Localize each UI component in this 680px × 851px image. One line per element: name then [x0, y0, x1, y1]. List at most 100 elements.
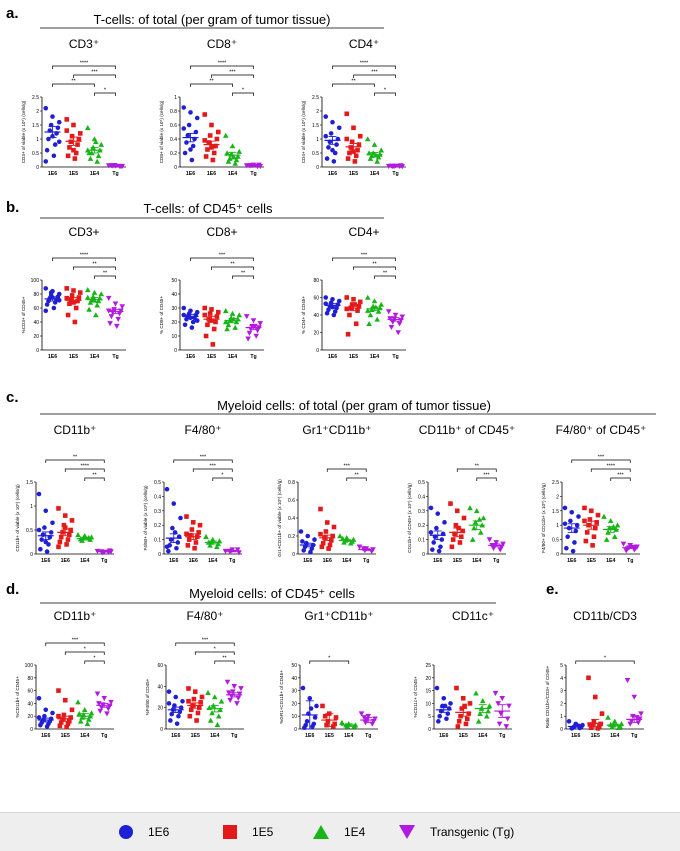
- series-1E6: [36, 491, 55, 554]
- data-point: [301, 548, 307, 553]
- data-point: [174, 545, 179, 551]
- y-tick-label: 0: [36, 165, 39, 171]
- data-point: [358, 711, 365, 717]
- data-point: [226, 548, 233, 554]
- data-point: [385, 309, 392, 315]
- significance-stars: *: [93, 656, 96, 662]
- data-point: [209, 307, 214, 312]
- data-point: [38, 722, 43, 728]
- data-point: [224, 326, 230, 332]
- data-point: [56, 119, 62, 125]
- data-point: [202, 305, 208, 311]
- x-tick-label: 1E6: [61, 558, 70, 564]
- x-tick-label: 1E4: [370, 171, 379, 177]
- data-point: [378, 301, 385, 307]
- significance-bracket: [94, 275, 116, 279]
- y-tick-label: 0.5: [418, 480, 425, 486]
- data-point: [176, 534, 182, 540]
- significance-bracket: [194, 651, 235, 655]
- data-point: [478, 705, 485, 711]
- y-tick-label: 0.5: [312, 151, 319, 157]
- significance-stars: ***: [598, 455, 605, 461]
- x-tick-label: Tg: [112, 171, 118, 177]
- series-Tg: [222, 547, 242, 556]
- significance-stars: **: [475, 464, 480, 470]
- data-point: [166, 548, 171, 554]
- data-point: [69, 518, 75, 523]
- data-point: [173, 694, 179, 700]
- data-point: [116, 163, 123, 169]
- data-point: [497, 547, 504, 553]
- y-tick-label: 2: [36, 109, 39, 115]
- significance-bracket: [94, 92, 116, 96]
- y-tick-label: 20: [27, 714, 33, 720]
- y-tick-label: 40: [157, 684, 163, 690]
- legend-label-1e4: 1E4: [344, 825, 366, 839]
- data-point: [79, 714, 85, 720]
- chart-a-cd3: CD3⁺ 0 0.5 1 1.5 2 2.5 CD3+ of viable (x 10⁵) (…: [21, 37, 126, 177]
- chart-c-cd11b: CD11b⁺ 0 0.5 1 1.5 CD11b+ of viable (x 10⁵) (…: [15, 423, 114, 564]
- y-tick-label: 2: [560, 701, 563, 707]
- y-tick-label: 1: [316, 137, 319, 143]
- significance-bracket: [575, 660, 635, 664]
- y-tick-label: 0: [428, 727, 431, 733]
- data-point: [457, 540, 463, 545]
- significance-stars: *: [214, 647, 217, 653]
- significance-bracket: [309, 660, 350, 664]
- data-point: [190, 703, 195, 708]
- data-point: [612, 533, 618, 540]
- significance-bracket: [52, 257, 116, 261]
- significance-bracket: [173, 459, 233, 463]
- y-tick-label: 0.5: [26, 528, 33, 534]
- x-tick-label: 1E4: [228, 171, 237, 177]
- data-point: [344, 295, 350, 300]
- data-point: [630, 544, 636, 550]
- y-tick-label: 1: [174, 95, 177, 101]
- data-point: [609, 724, 615, 730]
- y-tick-label: 0: [316, 348, 319, 354]
- y-tick-label: 20: [171, 320, 177, 326]
- data-point: [56, 298, 62, 303]
- data-point: [106, 703, 113, 709]
- data-point: [195, 710, 201, 716]
- series-1E4: [364, 294, 385, 327]
- data-point: [437, 713, 443, 719]
- data-point: [449, 544, 455, 550]
- data-point: [480, 515, 487, 521]
- data-point: [98, 704, 105, 711]
- data-point: [86, 534, 92, 540]
- x-tick-label: 1E5: [325, 733, 334, 739]
- data-point: [229, 310, 236, 316]
- data-point: [77, 536, 84, 542]
- data-point: [104, 711, 110, 717]
- legend-item-1e5: 1E5: [222, 824, 273, 840]
- data-point: [373, 304, 379, 310]
- data-point: [214, 136, 220, 142]
- data-point: [246, 330, 253, 336]
- series-1E5: [56, 688, 75, 730]
- series-1E6: [181, 305, 200, 330]
- data-point: [369, 721, 376, 727]
- data-point: [310, 724, 315, 729]
- data-point: [194, 115, 200, 121]
- data-point: [44, 147, 50, 153]
- significance-stars: ***: [617, 473, 624, 479]
- y-tick-label: 5: [560, 663, 563, 669]
- x-tick-label: 1E4: [610, 733, 619, 739]
- data-point: [454, 685, 459, 691]
- data-point: [500, 541, 506, 547]
- data-point: [91, 289, 98, 295]
- data-point: [595, 726, 601, 731]
- y-tick-label: 0: [422, 552, 425, 558]
- data-point: [347, 312, 352, 318]
- data-point: [36, 527, 42, 533]
- y-tick-label: 10: [291, 714, 297, 720]
- data-point: [399, 314, 406, 320]
- data-point: [186, 537, 192, 542]
- data-point: [182, 322, 188, 328]
- data-point: [51, 153, 57, 159]
- data-point: [623, 548, 629, 554]
- series-1E4: [337, 533, 357, 546]
- y-axis-label: %CD11b+ of CD45+: [15, 676, 20, 718]
- data-point: [182, 150, 188, 156]
